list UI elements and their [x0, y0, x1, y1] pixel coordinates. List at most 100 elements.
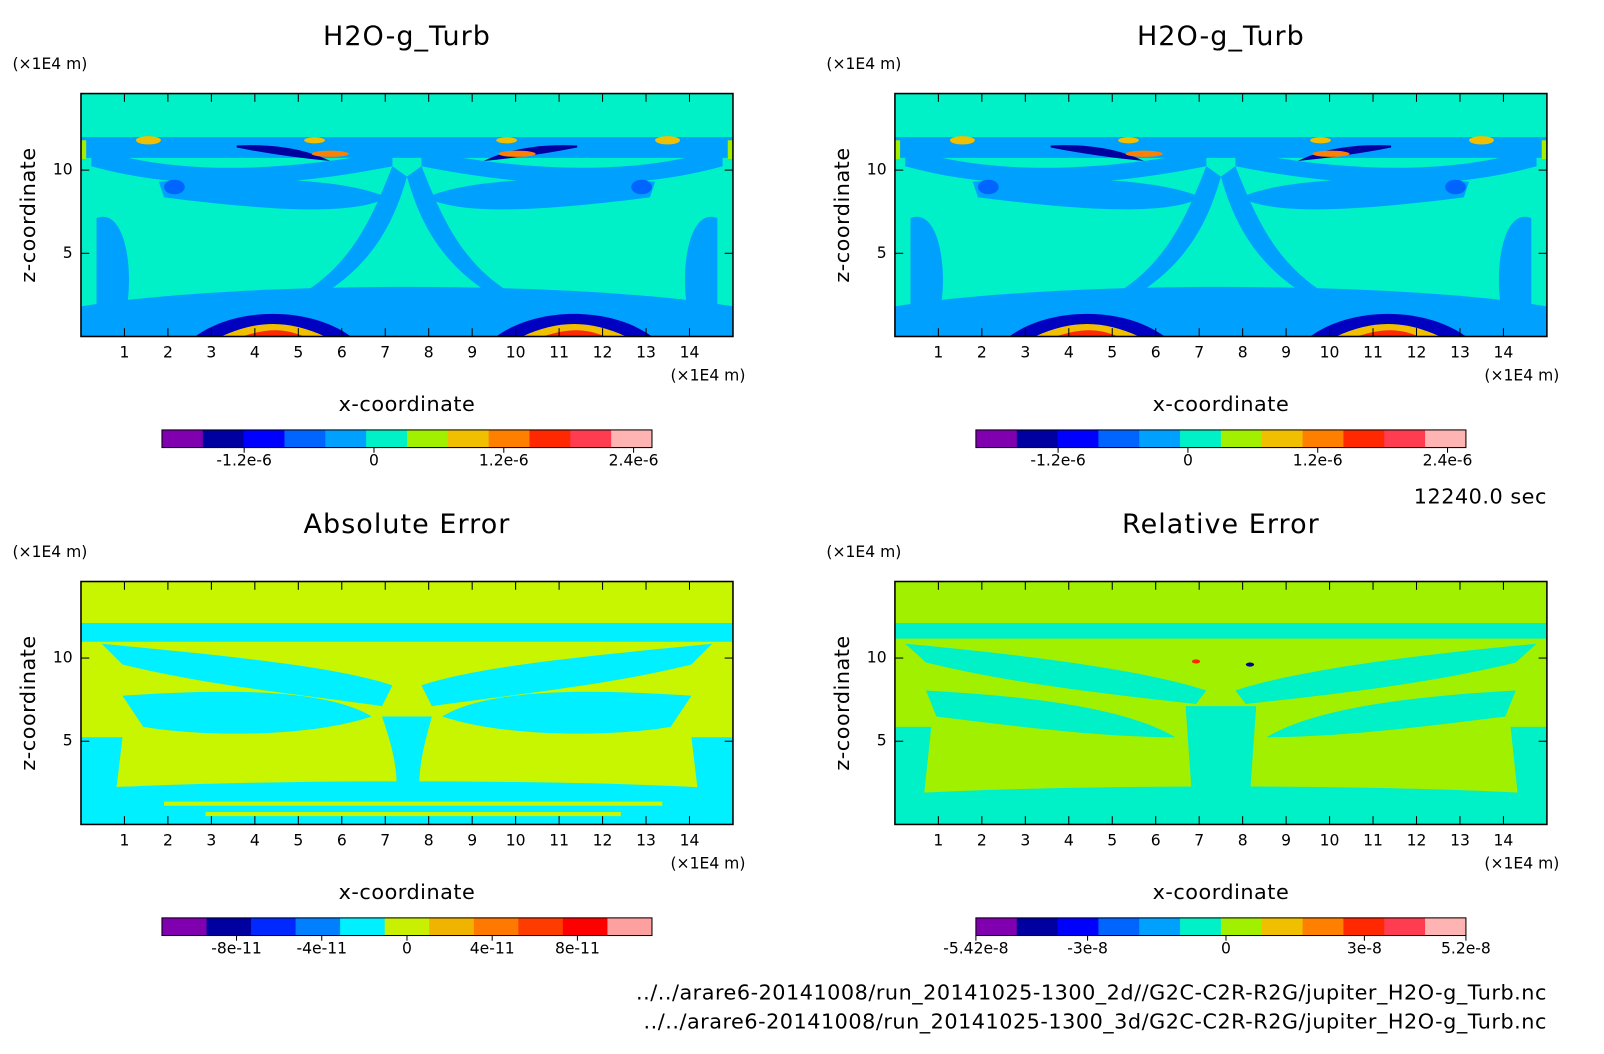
colorbar-swatch: [206, 917, 252, 936]
y-axis-label: z-coordinate: [830, 147, 854, 282]
colorbar-label: -5.42e-8: [943, 940, 1008, 958]
colorbar-swatch: [1261, 429, 1304, 448]
x-tick-label: 13: [636, 832, 656, 850]
colorbar-swatch: [243, 429, 285, 448]
x-tick-label: 9: [1281, 344, 1291, 362]
colorbar-label: -8e-11: [211, 940, 262, 958]
panel-title: H2O-g_Turb: [323, 21, 491, 52]
x-tick-label: 3: [206, 344, 216, 362]
colorbar-frame: [975, 917, 1467, 937]
x-tick-label: 3: [206, 832, 216, 850]
colorbar-swatch: [1261, 917, 1304, 936]
x-tick-label: 3: [1020, 832, 1030, 850]
x-tick-label: 12: [593, 832, 613, 850]
colorbar-label: 5.2e-8: [1441, 940, 1491, 958]
y-axis-label: z-coordinate: [16, 635, 40, 770]
x-axis-label: x-coordinate: [1153, 392, 1290, 416]
x-tick-label: 2: [977, 344, 987, 362]
file-path: ../../arare6-20141008/run_20141025-1300_…: [643, 1010, 1546, 1035]
plot-frame: [80, 580, 734, 826]
x-axis-label: x-coordinate: [339, 880, 476, 904]
x-tick-label: 10: [506, 832, 526, 850]
colorbar-label: 8e-11: [555, 940, 600, 958]
x-tick-label: 7: [1194, 832, 1204, 850]
colorbar-swatch: [161, 429, 204, 448]
colorbar-swatch: [1139, 917, 1181, 936]
colorbar-swatch: [366, 429, 408, 448]
x-tick-label: 13: [1450, 832, 1470, 850]
y-tick-label: 10: [867, 649, 887, 667]
colorbar-swatch: [473, 917, 519, 936]
x-tick-label: 11: [1363, 344, 1383, 362]
colorbar-label: -3e-8: [1067, 940, 1108, 958]
x-tick-label: 9: [1281, 832, 1291, 850]
colorbar-label: 1.2e-6: [1293, 452, 1343, 470]
y-tick-label: 5: [877, 244, 887, 262]
x-tick-label: 14: [1494, 832, 1514, 850]
colorbar-swatch: [975, 917, 1018, 936]
x-tick-label: 14: [680, 832, 700, 850]
colorbar-swatch: [284, 429, 326, 448]
colorbar-label: 0: [402, 940, 412, 958]
colorbar-swatch: [447, 429, 490, 448]
y-tick-label: 5: [877, 732, 887, 750]
colorbar-swatch: [384, 917, 430, 936]
x-tick-label: 1: [933, 832, 943, 850]
file-path: ../../arare6-20141008/run_20141025-1300_…: [636, 981, 1547, 1006]
colorbar-swatch: [1016, 429, 1059, 448]
colorbar-swatch: [1220, 429, 1263, 448]
colorbar-swatch: [251, 917, 297, 936]
x-tick-label: 2: [163, 832, 173, 850]
x-tick-label: 2: [977, 832, 987, 850]
x-tick-label: 1: [933, 344, 943, 362]
x-tick-label: 8: [1238, 832, 1248, 850]
x-tick-label: 11: [549, 832, 569, 850]
colorbar-swatch: [1384, 917, 1426, 936]
colorbar-label: 0: [1183, 452, 1193, 470]
x-axis-label: x-coordinate: [339, 392, 476, 416]
panel-title: Relative Error: [1122, 509, 1320, 540]
x-tick-label: 7: [1194, 344, 1204, 362]
x-tick-label: 5: [1107, 344, 1117, 362]
field: [80, 581, 733, 825]
x-tick-label: 1: [119, 832, 129, 850]
x-unit: (×1E4 m): [1484, 854, 1559, 872]
x-tick-label: 7: [380, 832, 390, 850]
x-tick-label: 5: [293, 344, 303, 362]
colorbar-label: 4e-11: [470, 940, 515, 958]
x-tick-label: 12: [1407, 344, 1427, 362]
colorbar-label: -1.2e-6: [1030, 452, 1085, 470]
colorbar-swatch: [529, 429, 571, 448]
x-tick-label: 10: [506, 344, 526, 362]
x-tick-label: 6: [1151, 832, 1161, 850]
x-tick-label: 11: [1363, 832, 1383, 850]
y-unit: (×1E4 m): [12, 543, 87, 561]
y-tick-label: 10: [53, 649, 73, 667]
x-tick-label: 6: [1151, 344, 1161, 362]
colorbar-label: 2.4e-6: [1423, 452, 1473, 470]
y-unit: (×1E4 m): [826, 543, 901, 561]
colorbar-swatch: [611, 429, 653, 448]
x-tick-label: 4: [250, 832, 260, 850]
colorbar-swatch: [340, 917, 386, 936]
x-tick-label: 3: [1020, 344, 1030, 362]
colorbar-swatch: [1180, 429, 1222, 448]
colorbar-swatch: [1425, 917, 1467, 936]
colorbar-swatch: [518, 917, 564, 936]
x-tick-label: 10: [1320, 832, 1340, 850]
x-tick-label: 4: [1064, 344, 1074, 362]
colorbar-swatch: [1343, 917, 1385, 936]
x-axis-label: x-coordinate: [1153, 880, 1290, 904]
colorbar-swatch: [1016, 917, 1059, 936]
field: [80, 93, 733, 337]
colorbar-label: 3e-8: [1347, 940, 1382, 958]
x-tick-label: 12: [1407, 832, 1427, 850]
x-tick-label: 5: [1107, 832, 1117, 850]
time-label: 12240.0 sec: [1414, 484, 1547, 508]
plot-frame: [80, 92, 734, 338]
x-unit: (×1E4 m): [1484, 366, 1559, 384]
x-unit: (×1E4 m): [670, 854, 745, 872]
panel-title: Absolute Error: [304, 509, 511, 540]
plot-frame: [894, 92, 1548, 338]
